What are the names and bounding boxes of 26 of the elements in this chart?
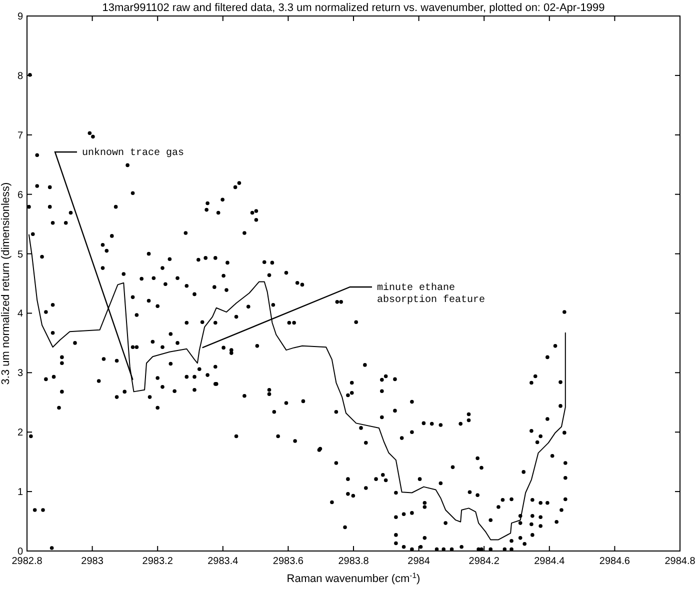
annotation: unknown trace gas	[82, 147, 184, 159]
x-tick-label: 2983.4	[208, 556, 239, 567]
x-tick-label: 2982.8	[12, 556, 43, 567]
y-tick-label: 4	[17, 308, 24, 320]
y-tick-label: 1	[17, 487, 24, 498]
x-tick-label: 2983.8	[338, 556, 370, 567]
x-tick-label: 2984.2	[468, 556, 500, 567]
x-tick-label: 2983.6	[272, 556, 304, 567]
y-tick-label: 8	[17, 70, 24, 82]
y-tick-label: 7	[17, 130, 24, 142]
y-tick-label: 5	[17, 249, 24, 260]
x-tick-label: 2984.6	[599, 556, 630, 567]
y-tick-label: 9	[17, 12, 24, 22]
x-tick-label: 2984.4	[534, 556, 566, 567]
y-tick-label: 2	[17, 428, 24, 439]
x-tick-label: 2983.2	[142, 556, 174, 567]
chart-title: 13mar991102 raw and filtered data, 3.3 um normalized return vs. wavenumber, plotted on: 02-Apr-1999	[102, 2, 605, 14]
annotation: minute ethane absorption feature	[377, 282, 486, 306]
y-tick-label: 6	[17, 190, 24, 201]
x-tick-label: 2983	[81, 556, 104, 567]
y-tick-label: 3	[17, 368, 24, 380]
x-tick-label: 2984.8	[664, 556, 696, 567]
x-axis-title: Raman wavenumber (cm$^{-1}$)	[286, 570, 420, 585]
y-axis-title: 3.3 um normalized return (dimensionless)	[0, 182, 12, 385]
x-tick-label: 2984	[408, 556, 430, 567]
y-tick-label: 0	[17, 546, 24, 558]
